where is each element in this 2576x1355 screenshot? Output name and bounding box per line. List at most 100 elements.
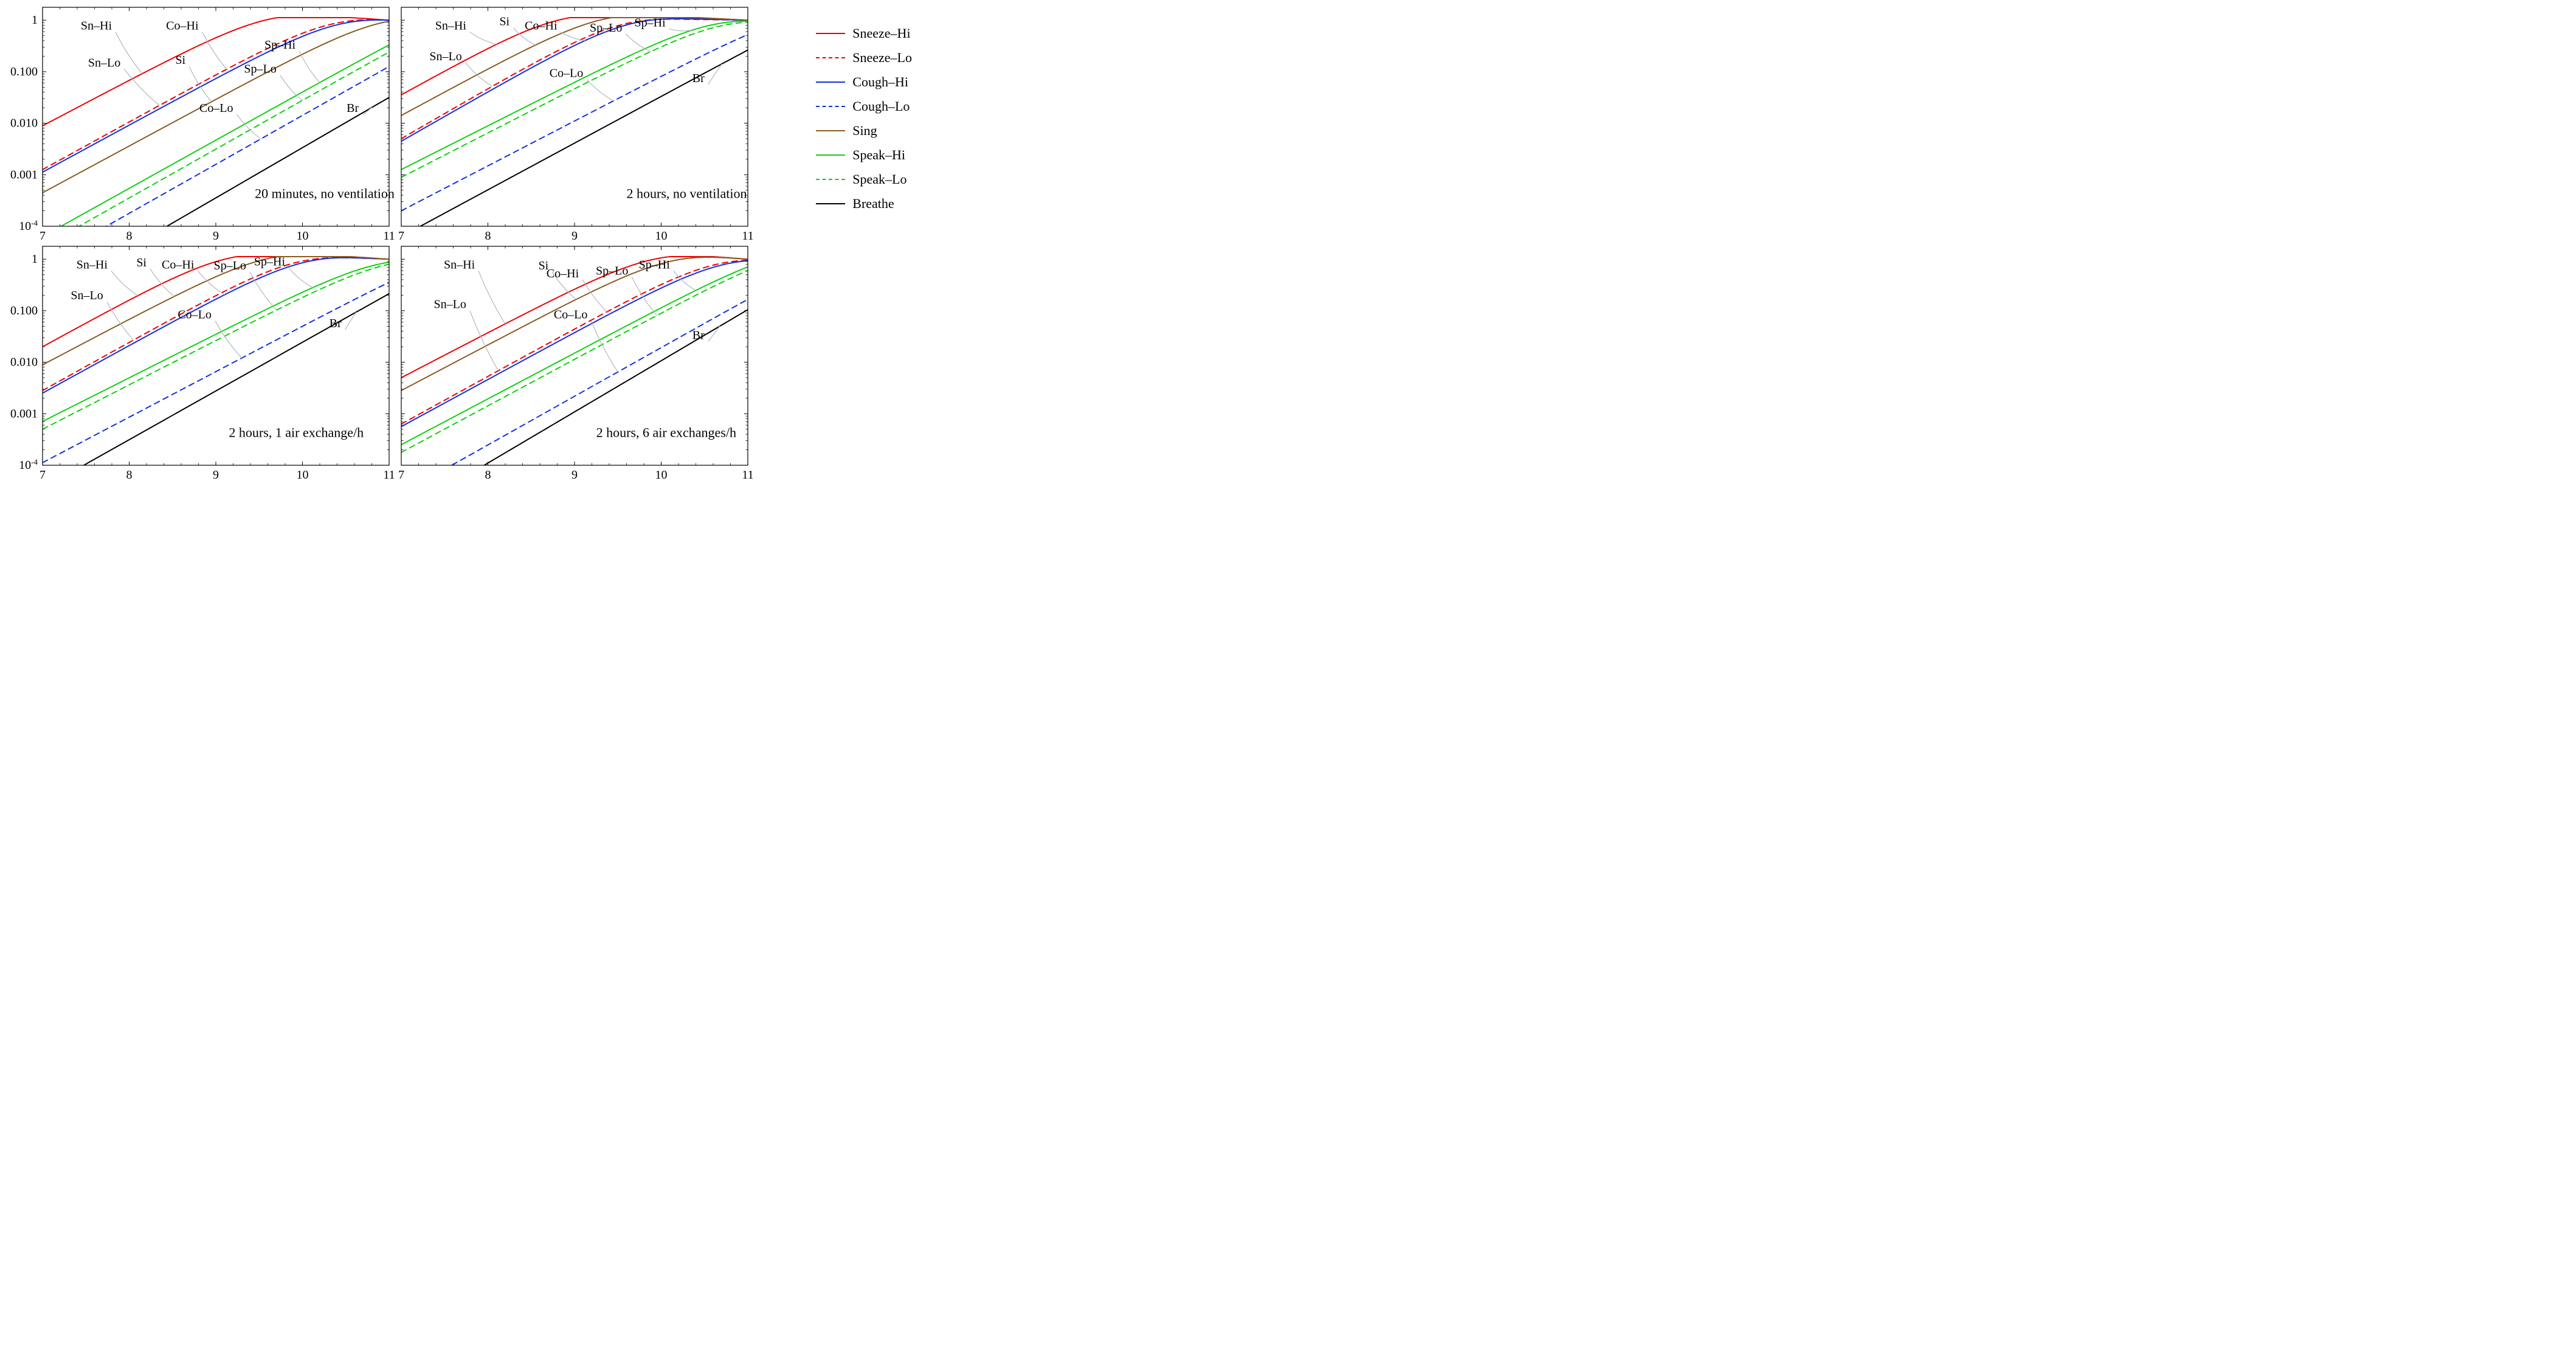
callout-leader: [250, 272, 277, 310]
callout-leader: [289, 268, 313, 287]
callout-leader: [591, 321, 618, 372]
callout-label: Br: [347, 102, 359, 115]
curve-speak_hi: [401, 267, 748, 445]
callout-label: Sn–Lo: [429, 50, 461, 63]
callout-label: Sn–Hi: [81, 19, 112, 32]
callout-leader: [626, 34, 651, 52]
legend-label: Sneeze–Hi: [852, 27, 910, 40]
legend-item-sneeze_lo: Sneeze–Lo: [816, 46, 912, 70]
callout-leader: [470, 32, 497, 44]
x-tick-label: 7: [398, 229, 404, 243]
callout-label: Sn–Hi: [435, 19, 467, 32]
callout-label: Sn–Hi: [444, 258, 475, 271]
callout-leader: [299, 51, 320, 83]
callout-label: Br: [692, 328, 705, 342]
panel-p1: 789101110-40.0010.0100.1001Sn–HiSn–LoCo–…: [10, 7, 395, 299]
callout-label: Si: [499, 15, 509, 29]
callout-label: Sp–Lo: [590, 21, 622, 35]
x-tick-label: 11: [742, 468, 753, 482]
legend-item-speak_lo: Speak–Lo: [816, 167, 912, 192]
callout-label: Sn–Lo: [434, 298, 466, 311]
callout-leader: [466, 63, 492, 86]
x-tick-label: 8: [126, 229, 133, 243]
callout-label: Sp–Hi: [635, 16, 666, 29]
callout-label: Sp–Lo: [214, 259, 246, 272]
callout-label: Co–Hi: [162, 258, 195, 271]
legend-item-speak_hi: Speak–Hi: [816, 143, 912, 167]
callout-label: Sn–Hi: [77, 258, 108, 271]
curve-speak_hi: [401, 21, 748, 170]
y-tick-label: 0.001: [10, 168, 38, 181]
panel-p3: 789101110-40.0010.0100.1001Sn–HiSn–LoSiC…: [10, 246, 395, 487]
callout-label: Co–Lo: [178, 308, 212, 322]
callout-label: Co–Hi: [547, 267, 579, 280]
callouts: Sn–HiSn–LoCo–HiSiSp–HiSp–LoCo–LoBr: [81, 19, 372, 139]
callout-leader: [111, 271, 138, 296]
legend-label: Speak–Hi: [852, 148, 905, 162]
callout-label: Br: [692, 72, 705, 85]
legend-label: Speak–Lo: [852, 173, 906, 186]
legend-item-breathe: Breathe: [816, 192, 912, 216]
x-tick-label: 11: [383, 229, 395, 243]
callout-leader: [150, 269, 174, 296]
x-tick-label: 10: [297, 468, 309, 482]
callout-label: Co–Hi: [166, 19, 199, 32]
x-tick-label: 10: [655, 468, 668, 482]
legend-item-sneeze_hi: Sneeze–Hi: [816, 21, 912, 46]
callout-leader: [669, 29, 692, 31]
legend-label: Cough–Lo: [852, 100, 910, 113]
panel-label: 20 minutes, no ventilation: [255, 185, 395, 201]
x-tick-label: 11: [383, 468, 395, 482]
curve-cough_lo: [401, 299, 748, 487]
x-tick-label: 9: [571, 229, 578, 243]
legend-swatch: [816, 106, 845, 107]
curve-speak_hi: [43, 262, 389, 421]
y-tick-label: 0.100: [10, 304, 38, 317]
legend-label: Cough–Hi: [852, 75, 908, 89]
ticks: 789101110-40.0010.0100.1001: [10, 7, 395, 243]
x-tick-label: 7: [40, 468, 46, 482]
x-tick-label: 8: [485, 468, 491, 482]
callout-label: Si: [175, 54, 185, 67]
callout-leader: [708, 326, 720, 341]
callout-label: Co–Lo: [199, 102, 233, 115]
legend-label: Sneeze–Lo: [852, 51, 912, 64]
panel-p2: 7891011Sn–HiSn–LoSiCo–HiSp–LoSp–HiCo–LoB…: [398, 7, 754, 243]
callout-leader: [478, 271, 505, 324]
legend-swatch: [816, 130, 845, 131]
ticks: 7891011: [398, 7, 754, 243]
callout-leader: [107, 302, 134, 340]
x-tick-label: 11: [742, 229, 753, 243]
ticks: 789101110-40.0010.0100.1001: [10, 246, 395, 482]
plot-svg: 7 8 9 10 11 10-4 0.001 0.010 0.100 1 Sn–Hi Sn–Lo Co–…: [0, 0, 924, 487]
callout-label: Sn–Lo: [71, 289, 103, 302]
callout-label: Co–Lo: [554, 308, 588, 322]
y-tick-label: 10-4: [19, 457, 38, 473]
callout-leader: [470, 311, 499, 371]
legend-label: Sing: [852, 124, 877, 137]
legend-swatch: [816, 179, 845, 180]
panel-p4: 7891011Sn–HiSn–LoSiCo–HiSp–LoSp–HiCo–LoB…: [398, 246, 754, 487]
callout-label: Br: [330, 317, 342, 330]
x-tick-label: 9: [213, 468, 219, 482]
y-tick-label: 0.001: [10, 407, 38, 420]
callout-leader: [280, 75, 303, 100]
callout-leader: [587, 79, 613, 100]
panel-label: 2 hours, no ventilation: [627, 185, 747, 201]
curve-cough_hi: [401, 261, 748, 427]
y-tick-label: 0.100: [10, 65, 38, 78]
curve-sneeze_lo: [43, 20, 389, 170]
callout-label: Sp–Lo: [596, 265, 628, 278]
curves: [401, 257, 748, 487]
legend-swatch: [816, 81, 845, 83]
y-tick-label: 1: [32, 252, 38, 266]
y-tick-label: 0.010: [10, 356, 38, 369]
x-tick-label: 9: [213, 229, 219, 243]
legend-label: Breathe: [852, 197, 894, 210]
x-tick-label: 7: [40, 229, 46, 243]
x-tick-label: 10: [655, 229, 668, 243]
legend-swatch: [816, 33, 845, 34]
x-tick-label: 9: [571, 468, 578, 482]
curve-sneeze_lo: [401, 260, 748, 424]
legend-item-cough_hi: Cough–Hi: [816, 70, 912, 94]
